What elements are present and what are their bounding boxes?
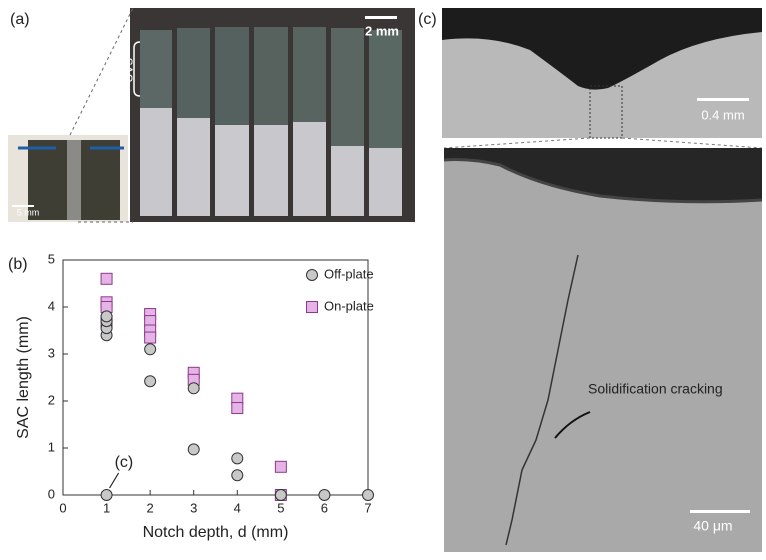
y-tick-label: 4 xyxy=(48,298,55,313)
scale-bar-label: 40 μm xyxy=(693,518,732,534)
y-axis-label: SAC length (mm) xyxy=(15,316,32,439)
data-point xyxy=(145,376,156,387)
scale-bar xyxy=(365,16,397,19)
sac-label: SAC xyxy=(121,58,135,83)
zoom-line xyxy=(444,138,590,148)
data-point xyxy=(232,403,243,414)
legend-label: On-plate xyxy=(324,298,374,313)
scale-bar xyxy=(697,98,749,101)
data-point xyxy=(145,332,156,343)
data-point xyxy=(101,273,112,284)
scale-bar xyxy=(690,510,750,513)
x-tick-label: 0 xyxy=(59,500,66,515)
data-point xyxy=(101,490,112,501)
y-tick-label: 0 xyxy=(48,486,55,501)
legend-marker xyxy=(307,270,318,281)
y-tick-label: 2 xyxy=(48,392,55,407)
y-tick-label: 5 xyxy=(48,251,55,266)
scale-bar-label: 2 mm xyxy=(365,23,399,38)
inset-scale-label: 5 mm xyxy=(17,207,40,217)
inset-notch xyxy=(67,140,81,220)
y-tick-label: 3 xyxy=(48,345,55,360)
annotation-arrow xyxy=(110,473,119,488)
data-point xyxy=(275,490,286,501)
plot-frame xyxy=(63,260,368,495)
data-point xyxy=(101,311,112,322)
x-tick-label: 4 xyxy=(234,500,241,515)
y-tick-label: 1 xyxy=(48,439,55,454)
data-point xyxy=(232,470,243,481)
zoom-line xyxy=(622,138,762,148)
data-point xyxy=(232,453,243,464)
x-tick-label: 3 xyxy=(190,500,197,515)
legend-label: Off-plate xyxy=(324,266,374,281)
figure: (a) 2 mm SAC 5 mm (b) 0 1 2 3 4 5 6 7 0 1 2 3 4 5 Notc… xyxy=(0,0,766,560)
data-point xyxy=(363,490,374,501)
data-point xyxy=(275,461,286,472)
data-point xyxy=(319,490,330,501)
micrograph-bottom xyxy=(444,148,762,552)
legend-marker xyxy=(307,302,318,313)
specimen-bars xyxy=(140,27,402,216)
panel-label: (c) xyxy=(418,11,437,28)
data-point xyxy=(188,444,199,455)
panel-label: (b) xyxy=(8,256,28,273)
panel-label: (a) xyxy=(10,11,30,28)
x-tick-label: 7 xyxy=(364,500,371,515)
data-point xyxy=(145,344,156,355)
scale-bar-label: 0.4 mm xyxy=(701,107,744,122)
annotation: Solidification cracking xyxy=(588,381,723,397)
x-tick-label: 6 xyxy=(321,500,328,515)
x-tick-label: 1 xyxy=(103,500,110,515)
data-point xyxy=(188,383,199,394)
x-axis-label: Notch depth, d (mm) xyxy=(143,524,289,541)
scatter-chart: 0 1 2 3 4 5 6 7 0 1 2 3 4 5 Notch depth, d (mm) SAC len… xyxy=(15,251,374,541)
annotation: (c) xyxy=(115,454,134,471)
x-tick-label: 2 xyxy=(147,500,154,515)
x-tick-label: 5 xyxy=(277,500,284,515)
